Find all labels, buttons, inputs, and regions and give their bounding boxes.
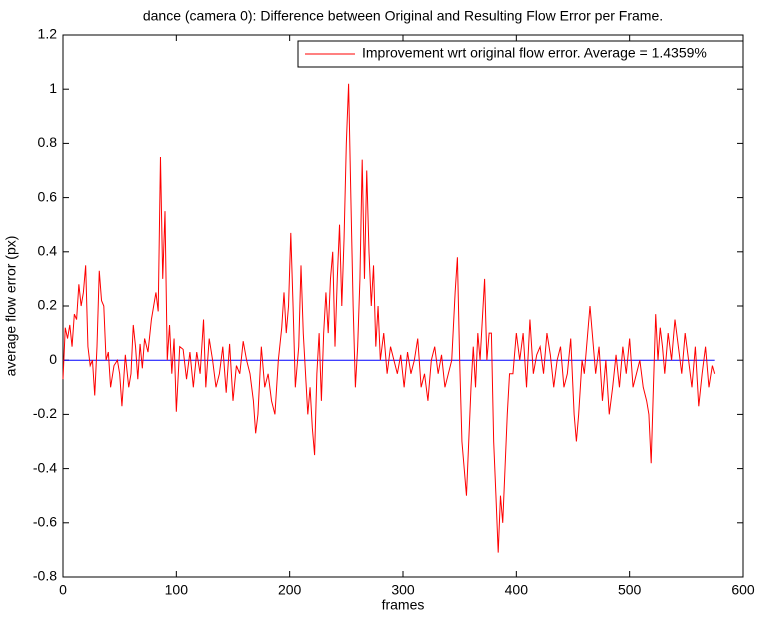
data-line	[62, 83, 716, 553]
legend	[297, 40, 744, 68]
x-axis-label: frames	[382, 597, 425, 613]
y-tick-label: 0	[49, 351, 57, 367]
legend-label: Improvement wrt original flow error. Ave…	[362, 45, 707, 61]
y-tick-label: -0.4	[33, 459, 57, 475]
y-tick-label: 1	[49, 80, 57, 96]
y-tick-label: -0.2	[33, 405, 57, 421]
x-tick-label: 0	[59, 582, 67, 598]
x-tick-label: 600	[731, 582, 755, 598]
x-tick-label: 400	[505, 582, 529, 598]
y-tick-label: 0.2	[38, 297, 58, 313]
y-tick-label: 1.2	[38, 26, 58, 42]
x-tick-label: 300	[391, 582, 415, 598]
y-tick-label: 0.4	[38, 243, 58, 259]
x-tick-label: 500	[618, 582, 642, 598]
x-tick-label: 200	[278, 582, 302, 598]
y-tick-label: -0.8	[33, 568, 57, 584]
y-axis-label: average flow error (px)	[3, 236, 19, 377]
y-tick-label: -0.6	[33, 514, 57, 530]
x-tick-label: 100	[165, 582, 189, 598]
chart-title: dance (camera 0): Difference between Ori…	[143, 8, 663, 24]
plot-area	[62, 34, 744, 578]
y-tick-label: 0.8	[38, 134, 58, 150]
y-tick-label: 0.6	[38, 188, 58, 204]
